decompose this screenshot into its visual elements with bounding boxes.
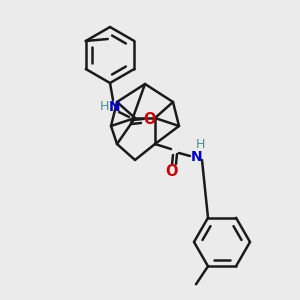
Text: H: H bbox=[99, 100, 109, 112]
Text: N: N bbox=[109, 100, 121, 114]
Text: H: H bbox=[195, 139, 205, 152]
Text: O: O bbox=[143, 112, 155, 128]
Text: O: O bbox=[165, 164, 177, 178]
Text: N: N bbox=[191, 150, 203, 164]
